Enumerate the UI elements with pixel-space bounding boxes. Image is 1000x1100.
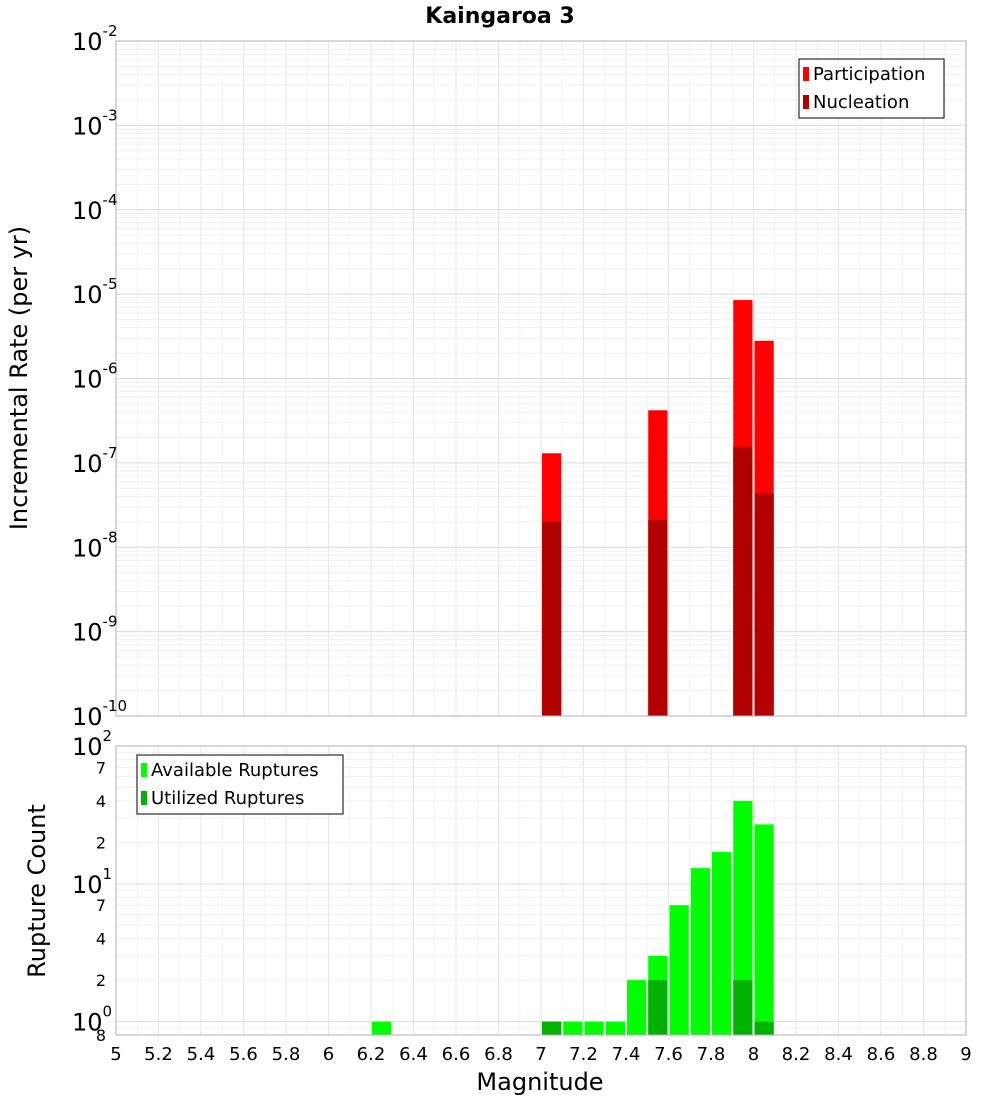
bottom-plot-bars xyxy=(372,800,774,1035)
bar-available-ruptures-7.15 xyxy=(563,1021,583,1035)
bar-available-ruptures-7.75 xyxy=(690,868,710,1035)
x-tick-label: 8.2 xyxy=(782,1044,811,1065)
legend-swatch-nucleation xyxy=(803,95,809,109)
bar-utilized-ruptures-7.55 xyxy=(648,980,668,1035)
bar-available-ruptures-7.95 xyxy=(733,800,753,1035)
bar-utilized-ruptures-7.05 xyxy=(542,1021,562,1035)
bottom-legend: Available Ruptures Utilized Ruptures xyxy=(136,754,344,815)
bar-available-ruptures-6.25 xyxy=(372,1021,392,1035)
x-tick-label: 7.2 xyxy=(569,1044,598,1065)
legend-label-available: Available Ruptures xyxy=(151,760,319,781)
legend-label-utilized: Utilized Ruptures xyxy=(151,788,304,809)
chart-title: Kaingaroa 3 xyxy=(425,4,574,29)
y-tick-label: 10-2 xyxy=(72,22,118,56)
x-tick-label: 5.6 xyxy=(229,1044,258,1065)
top-legend: Participation Nucleation xyxy=(798,58,945,119)
top-plot-grid xyxy=(115,40,967,717)
y-tick-label: 10-4 xyxy=(72,191,118,225)
bottom-plot-frame xyxy=(115,745,967,1036)
bar-available-ruptures-8.05 xyxy=(754,824,774,1035)
x-axis-label: Magnitude xyxy=(476,1068,603,1096)
bar-utilized-ruptures-8.05 xyxy=(754,1021,774,1035)
y-tick-label: 4 xyxy=(96,792,106,811)
top-plot-bars xyxy=(542,300,774,716)
x-tick-labels: 5 5.2 5.4 5.6 5.8 6 6.2 6.4 6.6 6.8 7 7.2 7.4 7.6 7.8 8… xyxy=(110,1044,971,1065)
y-tick-label: 7 xyxy=(96,896,106,915)
x-tick-label: 7.6 xyxy=(654,1044,683,1065)
bar-available-ruptures-7.35 xyxy=(605,1021,625,1035)
bar-available-ruptures-7.45 xyxy=(627,980,647,1035)
y-tick-label: 102 xyxy=(72,727,112,761)
y-tick-label: 101 xyxy=(72,865,112,899)
y-tick-label: 10-8 xyxy=(72,528,118,562)
x-tick-label: 6 xyxy=(323,1044,334,1065)
x-tick-label: 8 xyxy=(748,1044,759,1065)
bar-available-ruptures-7.65 xyxy=(669,905,689,1035)
x-tick-label: 5.4 xyxy=(187,1044,216,1065)
x-tick-label: 7.8 xyxy=(697,1044,726,1065)
top-y-tick-labels: 10-10 10-9 10-8 10-7 10-6 10-5 10-4 10-3 10-2 xyxy=(72,22,127,731)
y-tick-label: 4 xyxy=(96,930,106,949)
top-y-axis-label: Incremental Rate (per yr) xyxy=(5,226,33,530)
x-tick-label: 9 xyxy=(960,1044,971,1065)
legend-swatch-participation xyxy=(803,67,809,81)
legend-label-participation: Participation xyxy=(813,64,925,85)
y-tick-label: 10-3 xyxy=(72,106,118,140)
legend-swatch-available xyxy=(141,763,147,777)
y-tick-label: 8 xyxy=(96,1026,106,1045)
bar-nucleation-8.05 xyxy=(754,493,774,716)
x-tick-label: 5.2 xyxy=(144,1044,173,1065)
y-tick-label: 2 xyxy=(96,971,106,990)
y-tick-label: 10-10 xyxy=(72,697,127,731)
y-tick-label: 10-6 xyxy=(72,360,118,394)
bar-nucleation-7.95 xyxy=(733,446,753,716)
y-tick-label: 10-9 xyxy=(72,613,118,647)
y-tick-label: 10-7 xyxy=(72,444,118,478)
bar-available-ruptures-7.85 xyxy=(712,852,732,1035)
x-tick-label: 7.4 xyxy=(612,1044,641,1065)
y-tick-label: 2 xyxy=(96,833,106,852)
x-tick-label: 6.4 xyxy=(399,1044,428,1065)
x-tick-label: 6.8 xyxy=(484,1044,513,1065)
x-tick-label: 5.8 xyxy=(272,1044,301,1065)
top-plot-frame xyxy=(115,40,967,717)
x-tick-label: 8.8 xyxy=(909,1044,938,1065)
y-tick-label: 100 xyxy=(72,1003,112,1037)
x-tick-label: 7 xyxy=(535,1044,546,1065)
y-tick-label: 7 xyxy=(96,758,106,777)
bar-nucleation-7.05 xyxy=(542,521,562,716)
bar-available-ruptures-7.25 xyxy=(584,1021,604,1035)
legend-swatch-utilized xyxy=(141,791,147,805)
x-tick-label: 8.6 xyxy=(867,1044,896,1065)
x-tick-label: 6.2 xyxy=(357,1044,386,1065)
bottom-y-axis-label: Rupture Count xyxy=(23,804,51,978)
legend-label-nucleation: Nucleation xyxy=(813,92,909,113)
x-tick-label: 6.6 xyxy=(442,1044,471,1065)
x-tick-label: 5 xyxy=(110,1044,121,1065)
bar-nucleation-7.55 xyxy=(648,520,668,716)
y-tick-label: 10-5 xyxy=(72,275,118,309)
bar-utilized-ruptures-7.95 xyxy=(733,980,753,1035)
x-tick-label: 8.4 xyxy=(824,1044,853,1065)
